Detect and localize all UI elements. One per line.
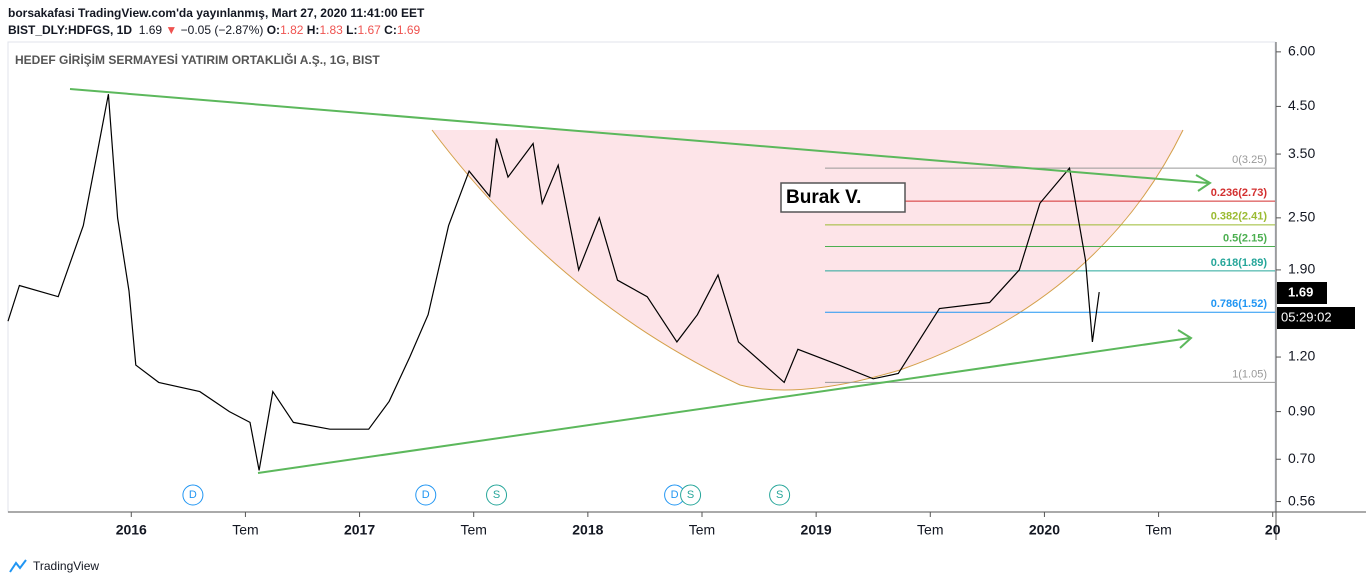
- price-line: [7, 94, 1100, 471]
- x-tick-label: Tem: [460, 522, 486, 538]
- fib-label: 0.5(2.15): [1223, 232, 1267, 244]
- x-tick-label: 2016: [116, 522, 147, 538]
- o: 1.82: [280, 23, 304, 37]
- price-badge: 1.69: [1288, 284, 1313, 299]
- y-tick-label: 4.50: [1288, 97, 1315, 113]
- event-label: S: [493, 489, 500, 501]
- fib-label: 0.786(1.52): [1211, 298, 1268, 310]
- y-tick-label: 6.00: [1288, 43, 1315, 59]
- countdown: 05:29:02: [1281, 309, 1332, 324]
- annotation: Burak V.: [786, 187, 861, 208]
- annotation-box: [780, 182, 906, 213]
- c: 1.69: [396, 23, 421, 37]
- publish-line: borsakafasi TradingView.com'da yayınlanm…: [8, 5, 424, 22]
- symbol: BIST_DLY:HDFGS, 1D: [8, 23, 133, 37]
- fib-label: 0.382(2.41): [1211, 211, 1268, 223]
- x-tick-label: 2020: [1029, 522, 1060, 538]
- lower-trendline: [257, 337, 1191, 474]
- event-label: S: [776, 489, 783, 501]
- x-tick-label: Tem: [232, 522, 258, 538]
- x-tick-label: 2019: [801, 522, 832, 538]
- x-tick-label: Tem: [689, 522, 715, 538]
- event-marker: [486, 484, 508, 506]
- l-label: L:: [346, 23, 358, 37]
- o-label: O:: [266, 23, 281, 37]
- x-tick-label: Tem: [917, 522, 943, 538]
- logo-icon: [9, 559, 27, 573]
- arrow: ▼: [165, 23, 178, 37]
- y-tick-label: 3.50: [1288, 145, 1315, 161]
- y-tick-label: 0.70: [1288, 450, 1315, 466]
- x-tick-label: 20: [1265, 522, 1281, 538]
- y-tick-label: 0.56: [1288, 492, 1315, 508]
- chart-title: HEDEF GİRİŞİM SERMAYESİ YATIRIM ORTAKLIĞ…: [15, 52, 380, 67]
- countdown-bg: [1277, 307, 1355, 329]
- event-marker: [415, 484, 437, 506]
- header: borsakafasi TradingView.com'da yayınlanm…: [8, 5, 424, 39]
- cup-area: [432, 130, 1183, 390]
- event-label: D: [422, 489, 430, 501]
- c-label: C:: [384, 23, 397, 37]
- change: −0.05 (−2.87%): [180, 23, 264, 37]
- cup-curve: [431, 129, 1184, 391]
- legend-line: BIST_DLY:HDFGS, 1D 1.69 ▼ −0.05 (−2.87%)…: [8, 22, 424, 39]
- y-tick-label: 1.90: [1288, 261, 1315, 277]
- fib-label: 0.618(1.89): [1211, 257, 1268, 269]
- lower-arrow: [1177, 329, 1193, 349]
- event-marker: [769, 484, 791, 506]
- last: 1.69: [138, 23, 163, 37]
- x-tick-label: 2017: [344, 522, 375, 538]
- y-tick-label: 1.20: [1288, 348, 1315, 364]
- event-label: S: [687, 489, 694, 501]
- h: 1.83: [319, 23, 343, 37]
- fib-label: 0.236(2.73): [1211, 187, 1268, 199]
- h-label: H:: [306, 23, 320, 37]
- event-label: D: [189, 489, 197, 501]
- publish-text: borsakafasi TradingView.com'da yayınlanm…: [8, 6, 425, 20]
- footer: TradingView: [33, 559, 99, 573]
- fib-label: 0(3.25): [1232, 154, 1267, 166]
- l: 1.67: [357, 23, 381, 37]
- fib-label: 1(1.05): [1232, 368, 1267, 380]
- upper-trendline: [69, 88, 1209, 184]
- price-badge-bg: [1277, 282, 1327, 304]
- y-tick-label: 2.50: [1288, 209, 1315, 225]
- upper-arrow: [1195, 174, 1212, 192]
- x-tick-label: Tem: [1145, 522, 1171, 538]
- event-marker: [182, 484, 204, 506]
- y-tick-label: 0.90: [1288, 402, 1315, 418]
- x-tick-label: 2018: [572, 522, 603, 538]
- event-label: D: [671, 489, 679, 501]
- event-marker: [680, 484, 702, 506]
